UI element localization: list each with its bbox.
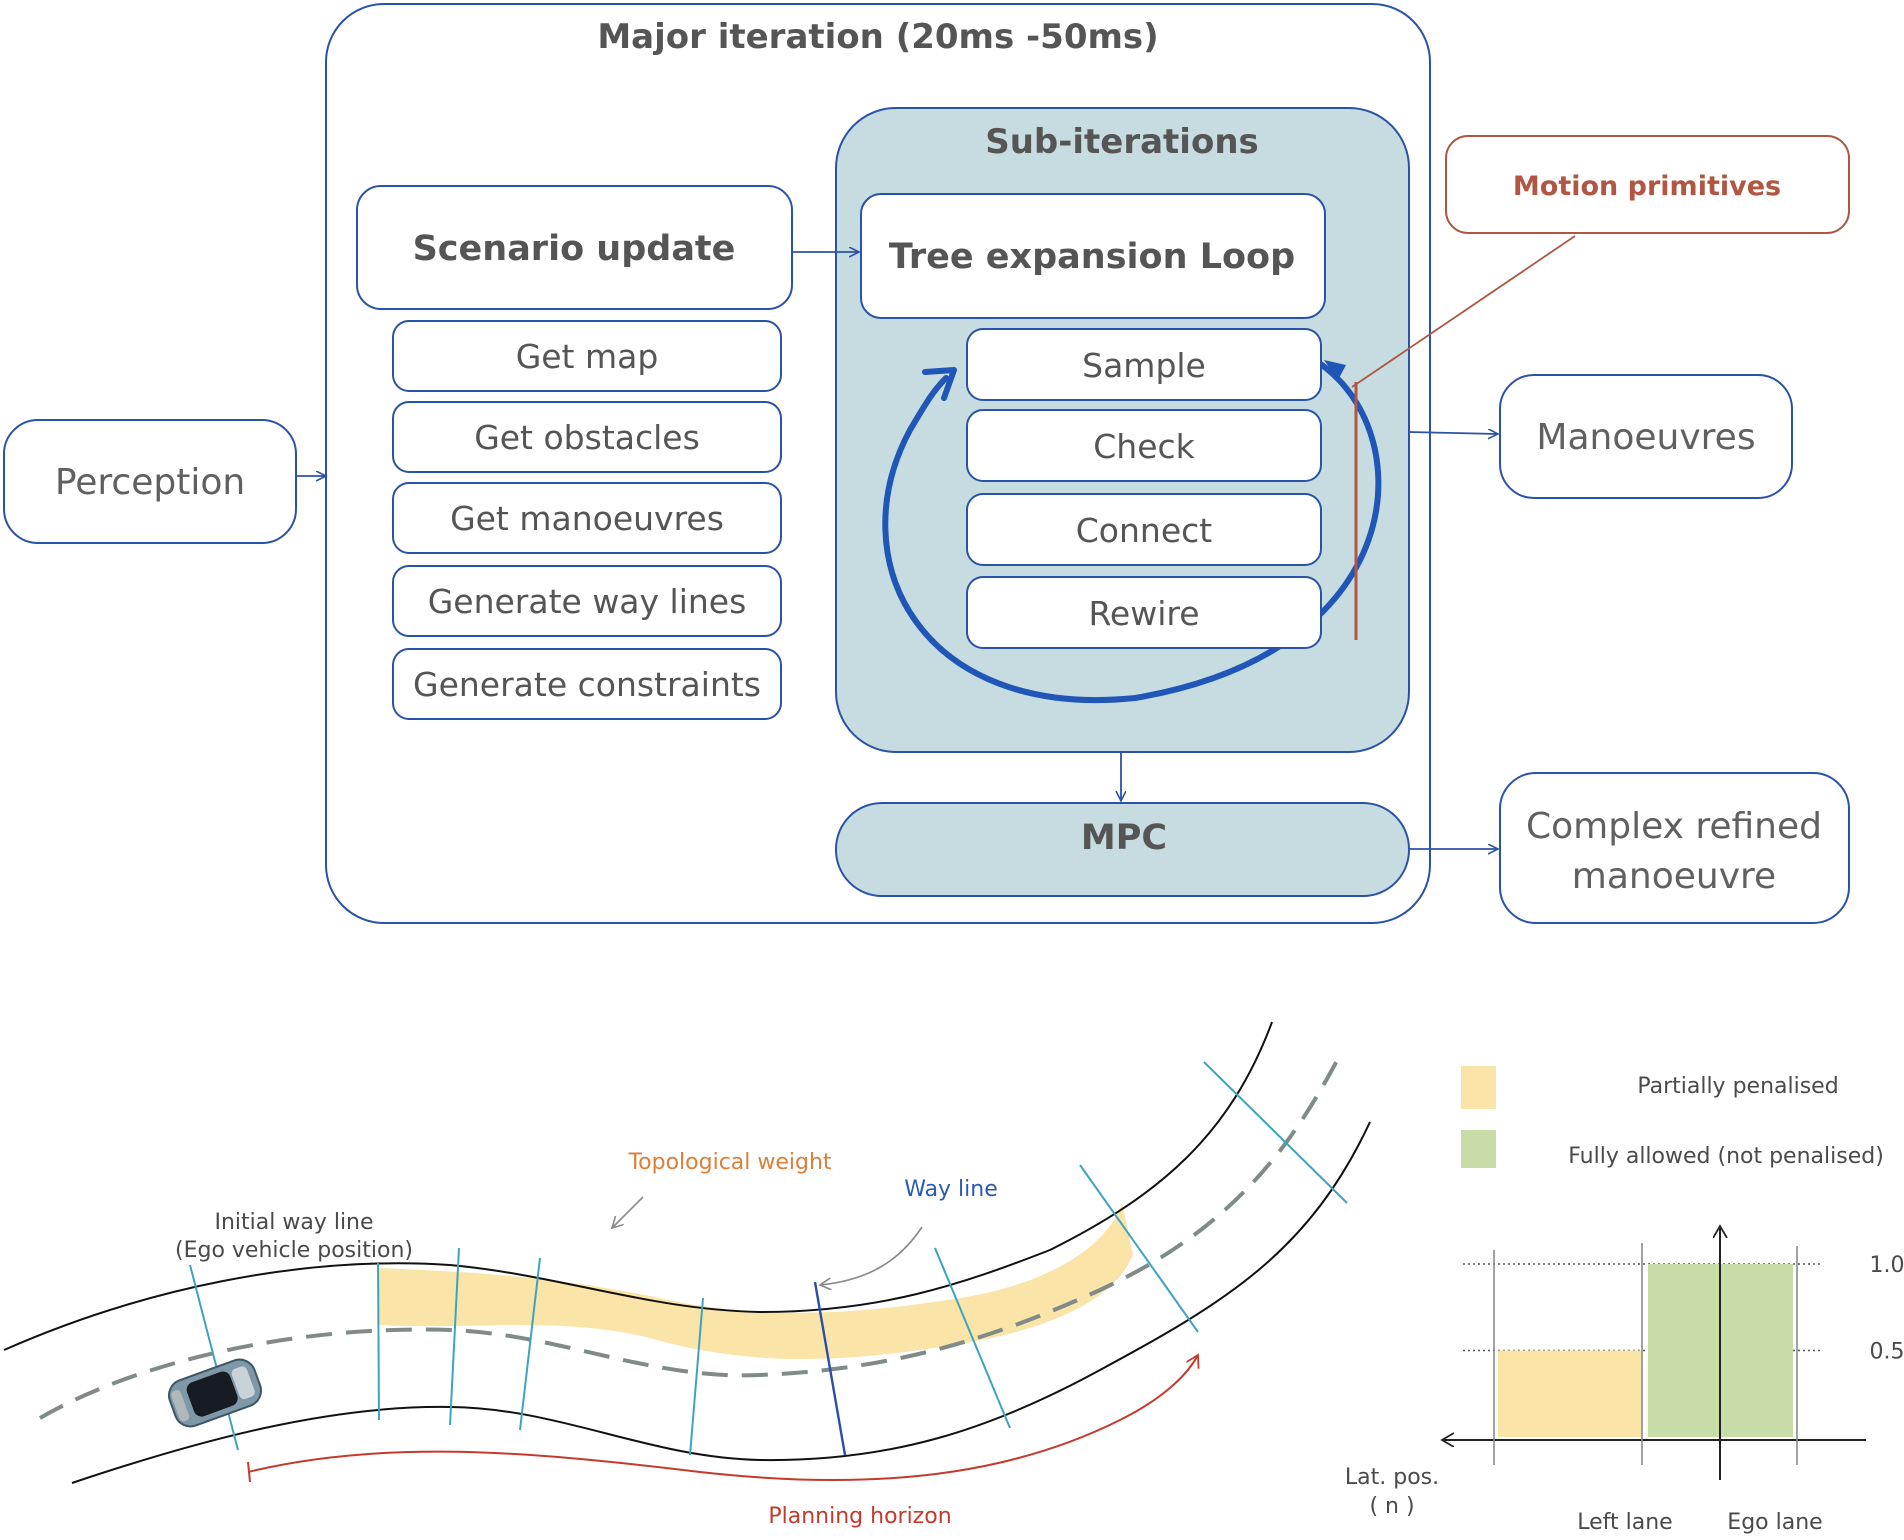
mpc-label: MPC (1081, 818, 1167, 858)
complex-refined-line2: manoeuvre (1572, 856, 1776, 897)
road-edge-lower (72, 1122, 1370, 1483)
step-generate-way-lines: Generate way lines (428, 582, 747, 621)
planning-horizon-label: Planning horizon (768, 1504, 951, 1529)
legend-allowed-label: Fully allowed (not penalised) (1568, 1144, 1884, 1169)
step-generate-constraints: Generate constraints (413, 665, 761, 704)
road-illustration: Initial way line (Ego vehicle position) … (4, 1022, 1370, 1529)
topological-weight-band (378, 1203, 1133, 1359)
complex-refined-line1: Complex refined (1526, 806, 1822, 847)
x-axis-label-line1: Lat. pos. (1345, 1465, 1439, 1490)
motion-primitives-label: Motion primitives (1513, 171, 1781, 202)
legend-swatch-partial (1461, 1066, 1496, 1109)
loop-step-sample: Sample (1082, 346, 1206, 385)
major-iteration-title: Major iteration (20ms -50ms) (597, 17, 1158, 57)
perception-label: Perception (55, 462, 245, 503)
way-line-pointer (820, 1227, 922, 1285)
way-line-1 (378, 1263, 379, 1420)
loop-step-check: Check (1093, 427, 1195, 466)
scenario-steps: Get map Get obstacles Get manoeuvres Gen… (393, 321, 781, 719)
x-axis-label-line2: ( n ) (1369, 1494, 1414, 1519)
weight-chart: Partially penalised Fully allowed (not p… (1345, 1066, 1904, 1535)
tree-expansion-label: Tree expansion Loop (889, 237, 1295, 277)
loop-step-connect: Connect (1076, 511, 1213, 550)
chart-marks: 1.0 0.5 (1442, 1226, 1904, 1480)
initial-way-line-label-1: Initial way line (214, 1210, 373, 1235)
scenario-update-label: Scenario update (413, 229, 736, 269)
initial-way-line-label-2: (Ego vehicle position) (175, 1238, 413, 1263)
ego-vehicle-icon (165, 1355, 266, 1431)
loop-step-rewire: Rewire (1088, 594, 1199, 633)
way-line-label: Way line (904, 1177, 998, 1202)
legend-swatch-allowed (1461, 1130, 1496, 1168)
bar-left-lane (1498, 1351, 1642, 1438)
step-get-map: Get map (516, 337, 659, 376)
y-tick-label: 0.5 (1870, 1340, 1904, 1365)
category-label-ego-lane: Ego lane (1727, 1510, 1822, 1535)
sub-iterations-title: Sub-iterations (985, 122, 1259, 162)
manoeuvres-label: Manoeuvres (1536, 417, 1755, 458)
step-get-obstacles: Get obstacles (474, 418, 700, 457)
category-label-left-lane: Left lane (1577, 1510, 1672, 1535)
legend-partial-label: Partially penalised (1637, 1074, 1838, 1099)
step-get-manoeuvres: Get manoeuvres (450, 499, 724, 538)
planning-horizon-start-tick (248, 1462, 250, 1482)
y-tick-label: 1.0 (1870, 1253, 1904, 1278)
topological-weight-pointer (612, 1197, 643, 1228)
topological-weight-label: Topological weight (627, 1150, 831, 1175)
complex-refined-box (1500, 773, 1849, 923)
